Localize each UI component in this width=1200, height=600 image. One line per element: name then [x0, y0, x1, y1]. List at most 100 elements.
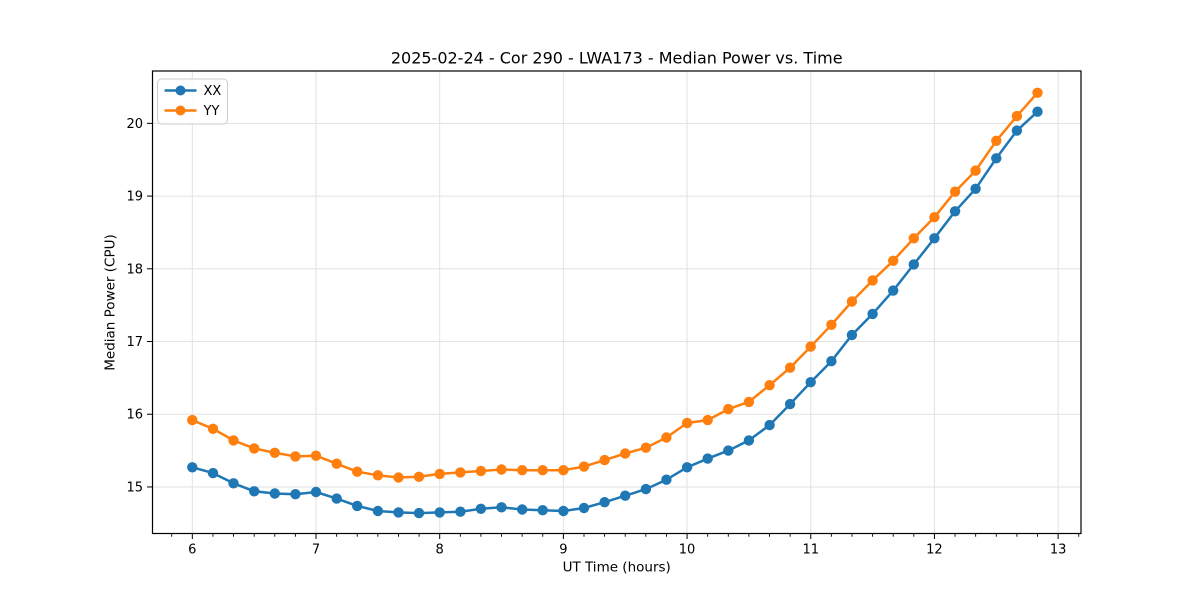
- series-xx-marker: [681, 462, 693, 473]
- series-xx-marker: [228, 478, 239, 489]
- series-yy-marker: [640, 442, 652, 453]
- x-tick-label: 13: [1050, 543, 1067, 558]
- series-xx-marker: [784, 398, 796, 410]
- series-xx-marker: [393, 507, 404, 518]
- series-xx-marker: [908, 259, 919, 270]
- series-yy-line: [191, 91, 1039, 479]
- series-yy-marker: [496, 464, 507, 475]
- series-yy-marker: [517, 465, 528, 476]
- series-yy-marker: [846, 296, 858, 307]
- series-xx-marker: [1011, 125, 1023, 136]
- series-xx-marker: [434, 507, 445, 518]
- x-axis-label: UT Time (hours): [563, 560, 671, 576]
- y-tick-label: 16: [126, 408, 143, 423]
- series-yy-marker: [949, 186, 961, 197]
- series-xx-marker: [620, 490, 631, 501]
- series-xx-marker: [826, 356, 837, 367]
- x-tick-label: 7: [312, 543, 320, 558]
- series-xx-marker: [867, 308, 878, 320]
- series-yy-marker: [207, 423, 219, 434]
- series-yy-marker: [908, 233, 919, 244]
- series-xx-marker: [413, 507, 425, 519]
- series-yy-marker: [723, 403, 734, 415]
- series-xx-marker: [723, 445, 734, 456]
- y-tick-label: 20: [126, 117, 143, 132]
- series-xx-marker: [372, 505, 384, 517]
- series-xx-marker: [970, 183, 981, 194]
- series-yy-marker: [372, 470, 384, 481]
- series-xx-marker: [702, 453, 713, 464]
- chart-title: 2025-02-24 - Cor 290 - LWA173 - Median P…: [391, 49, 843, 68]
- series-yy-marker: [743, 396, 755, 408]
- series-xx-marker: [207, 467, 219, 479]
- y-tick-label: 15: [126, 480, 143, 495]
- series-xx-marker: [310, 486, 322, 498]
- series-yy-marker: [661, 432, 672, 443]
- x-tick-label: 10: [679, 543, 696, 558]
- series-yy-marker: [888, 255, 899, 266]
- series-yy-marker: [269, 447, 280, 458]
- series-xx-marker: [805, 377, 816, 388]
- y-tick-label: 19: [126, 190, 143, 205]
- x-tick-label: 12: [926, 543, 943, 558]
- plot-border: [151, 70, 1082, 535]
- series-xx-marker: [352, 500, 363, 512]
- x-tick-label: 8: [436, 543, 444, 558]
- series-yy-marker: [578, 461, 590, 472]
- x-tick-label: 11: [802, 543, 819, 558]
- legend-label-xx: XX: [204, 84, 222, 99]
- series-xx-marker: [888, 285, 899, 296]
- series-xx-marker: [846, 329, 858, 341]
- series-xx-marker: [558, 505, 569, 517]
- series-xx-marker: [661, 474, 672, 485]
- series-xx-marker: [187, 462, 198, 473]
- series-xx-marker: [991, 153, 1002, 164]
- y-tick-label: 18: [126, 262, 143, 277]
- y-axis-label: Median Power (CPU): [103, 234, 119, 370]
- series-yy-marker: [929, 212, 940, 223]
- series-xx-marker: [764, 419, 775, 431]
- series-xx-marker: [640, 483, 652, 495]
- series-yy-marker: [867, 275, 878, 286]
- series-yy-marker: [331, 458, 342, 469]
- series-xx-marker: [269, 488, 280, 499]
- series-yy-marker: [413, 471, 425, 482]
- x-tick-label: 6: [188, 543, 196, 558]
- series-yy-marker: [310, 450, 322, 461]
- series-xx-marker: [599, 497, 610, 508]
- series-xx-marker: [743, 435, 755, 446]
- series-yy-marker: [455, 467, 466, 478]
- series-xx-marker: [949, 206, 961, 217]
- series-xx-marker: [249, 486, 260, 497]
- series-yy-marker: [558, 465, 569, 476]
- series-yy-marker: [249, 443, 260, 454]
- series-xx-marker: [455, 506, 466, 517]
- legend-label-yy: YY: [203, 104, 220, 119]
- series-yy-marker: [187, 414, 198, 426]
- legend-marker-xx: [175, 85, 186, 96]
- series-yy-marker: [991, 135, 1002, 146]
- y-tick-label: 17: [126, 335, 143, 350]
- series-xx-marker: [929, 233, 940, 244]
- series-xx-marker: [290, 489, 301, 500]
- chart-layer: 6 7 8 9 10 11 12 13 15 16 17 18 19 20 XX YY: [126, 70, 1082, 558]
- legend-marker-yy: [175, 105, 186, 116]
- series-yy-marker: [290, 451, 301, 462]
- x-tick-label: 9: [559, 543, 567, 558]
- series-yy-marker: [620, 448, 631, 459]
- series-yy-marker: [537, 465, 548, 476]
- series-yy-marker: [805, 341, 816, 352]
- series-yy-marker: [1011, 110, 1023, 122]
- series-yy-marker: [1032, 87, 1043, 99]
- series-xx-marker: [537, 505, 548, 516]
- series-xx-marker: [1032, 106, 1043, 117]
- series-yy-marker: [702, 414, 713, 426]
- series-xx-marker: [578, 502, 590, 514]
- series-yy-marker: [681, 417, 693, 429]
- series-yy-marker: [784, 362, 796, 373]
- series-yy-marker: [434, 468, 445, 480]
- series-yy-marker: [764, 380, 775, 391]
- series-yy-marker: [599, 454, 610, 466]
